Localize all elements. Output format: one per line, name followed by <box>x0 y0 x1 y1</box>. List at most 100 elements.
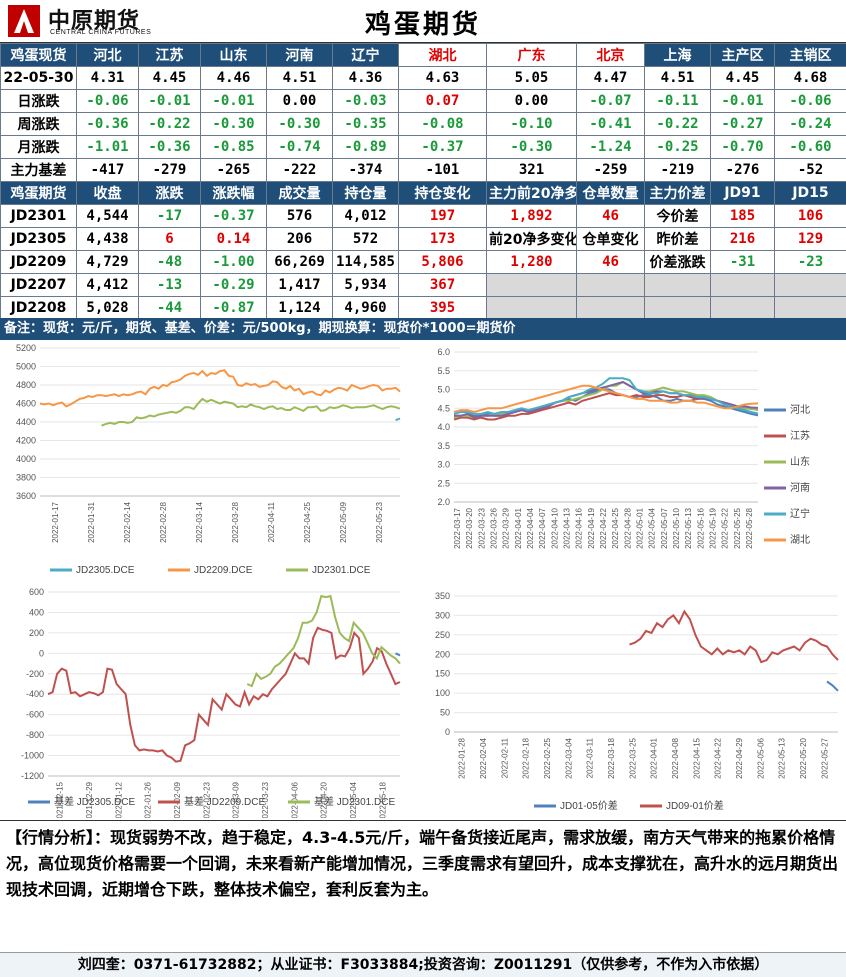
table-cell: -222 <box>267 159 333 182</box>
x-tick-label: 2022-04-15 <box>692 737 701 778</box>
table-cell: JD2208 <box>1 297 77 320</box>
y-tick-label: 5.5 <box>437 366 450 376</box>
table-cell <box>775 274 846 297</box>
y-tick-label: 4200 <box>16 436 36 446</box>
table-cell: -101 <box>399 159 487 182</box>
y-tick-label: 6.0 <box>437 347 450 357</box>
table-cell: -48 <box>139 251 201 274</box>
x-tick-label: 2022-05-22 <box>721 507 730 548</box>
x-tick-label: 2022-04-04 <box>526 507 535 548</box>
x-tick-label: 2022-02-09 <box>173 781 182 818</box>
x-tick-label: 2022-03-23 <box>477 507 486 548</box>
table-cell: -52 <box>775 159 846 182</box>
table-cell: -1.01 <box>77 136 139 159</box>
x-tick-label: 2022-04-28 <box>623 507 632 548</box>
table-cell: 216 <box>711 228 775 251</box>
x-tick-label: 2022-02-11 <box>500 737 509 778</box>
x-tick-label: 2022-02-18 <box>522 737 531 778</box>
y-tick-label: -800 <box>26 730 44 740</box>
x-tick-label: 2022-01-17 <box>51 501 60 542</box>
y-tick-label: 0 <box>39 648 44 658</box>
x-tick-label: 2022-03-20 <box>465 507 474 548</box>
table-cell <box>577 274 645 297</box>
table-cell: -0.74 <box>267 136 333 159</box>
table-cell: 1,892 <box>487 205 577 228</box>
y-tick-label: 50 <box>440 708 450 718</box>
x-tick-label: 2022-05-19 <box>708 507 717 548</box>
x-tick-label: 2022-03-11 <box>586 737 595 778</box>
column-header: 涨跌 <box>139 182 201 205</box>
table-cell: -0.01 <box>711 90 775 113</box>
table-cell: 仓单变化 <box>577 228 645 251</box>
column-header: 上海 <box>645 44 711 67</box>
column-header: JD91 <box>711 182 775 205</box>
x-tick-label: 2022-01-31 <box>87 501 96 542</box>
table-cell: 今价差 <box>645 205 711 228</box>
legend-label: JD09-01价差 <box>666 799 724 812</box>
table-cell: -0.41 <box>577 113 645 136</box>
y-tick-label: 4400 <box>16 417 36 427</box>
x-tick-label: 2022-05-13 <box>778 737 787 778</box>
y-tick-label: 4800 <box>16 380 36 390</box>
table-cell: 4.63 <box>399 67 487 90</box>
table-cell <box>711 297 775 320</box>
y-tick-label: 5000 <box>16 362 36 372</box>
legend-label: 河南 <box>790 481 810 494</box>
table-cell: 昨价差 <box>645 228 711 251</box>
table-cell: -259 <box>577 159 645 182</box>
table-cell: 4.51 <box>267 67 333 90</box>
x-tick-label: 2022-05-16 <box>696 507 705 548</box>
x-tick-label: 2022-03-25 <box>628 737 637 778</box>
legend-label: 基差 JD2305.DCE <box>54 795 135 808</box>
table-cell: 0.07 <box>399 90 487 113</box>
column-header: 持仓量 <box>333 182 399 205</box>
table-cell: 572 <box>333 228 399 251</box>
legend-label: JD01-05价差 <box>560 799 618 812</box>
table-cell: 173 <box>399 228 487 251</box>
column-header: 收盘 <box>77 182 139 205</box>
x-tick-label: 2022-01-26 <box>144 781 153 818</box>
x-tick-label: 2022-04-10 <box>550 507 559 548</box>
y-tick-label: -200 <box>26 669 44 679</box>
x-tick-label: 2022-03-29 <box>502 507 511 548</box>
table-cell: -1.00 <box>201 251 267 274</box>
table-cell: 4.36 <box>333 67 399 90</box>
table-cell: -0.37 <box>399 136 487 159</box>
table-cell: 367 <box>399 274 487 297</box>
x-tick-label: 2022-04-06 <box>290 781 299 818</box>
table-cell: 4,412 <box>77 274 139 297</box>
header-bar: 中原期货 CENTRAL CHINA FUTURES 鸡蛋期货 <box>0 0 846 43</box>
table-cell: 4.45 <box>711 67 775 90</box>
legend-label: 河北 <box>790 404 810 416</box>
table-cell: JD2305 <box>1 228 77 251</box>
x-tick-label: 2022-03-18 <box>607 737 616 778</box>
table-cell: -219 <box>645 159 711 182</box>
table-cell: 4.46 <box>201 67 267 90</box>
table-cell: 4.45 <box>139 67 201 90</box>
y-tick-label: 4600 <box>16 399 36 409</box>
x-tick-label: 2022-05-01 <box>635 507 644 548</box>
table-cell: -0.10 <box>487 113 577 136</box>
table-cell <box>487 297 577 320</box>
table-cell: 185 <box>711 205 775 228</box>
column-header: 辽宁 <box>333 44 399 67</box>
y-tick-label: 4.5 <box>437 403 450 413</box>
table-cell: -0.29 <box>201 274 267 297</box>
x-tick-label: 2022-05-23 <box>375 501 384 542</box>
table-row: 月涨跌-1.01-0.36-0.85-0.74-0.89-0.37-0.30-1… <box>1 136 846 159</box>
table-cell: -0.25 <box>645 136 711 159</box>
column-header: 河南 <box>267 44 333 67</box>
table-cell: 价差涨跌 <box>645 251 711 274</box>
market-analysis: 【行情分析】：现货弱势不改，趋于稳定，4.3-4.5元/斤，端午备货接近尾声，需… <box>0 820 846 952</box>
x-tick-label: 2022-05-25 <box>733 507 742 548</box>
table-cell <box>711 274 775 297</box>
legend-label: JD2209.DCE <box>194 565 253 576</box>
unit-note: 备注：现货：元/斤，期货、基差、价差：元/500kg，期现换算：现货价*1000… <box>0 318 846 340</box>
table-cell: 4,960 <box>333 297 399 320</box>
table-cell: -44 <box>139 297 201 320</box>
table-cell: 1,280 <box>487 251 577 274</box>
table-row: 周涨跌-0.36-0.22-0.30-0.30-0.35-0.08-0.10-0… <box>1 113 846 136</box>
